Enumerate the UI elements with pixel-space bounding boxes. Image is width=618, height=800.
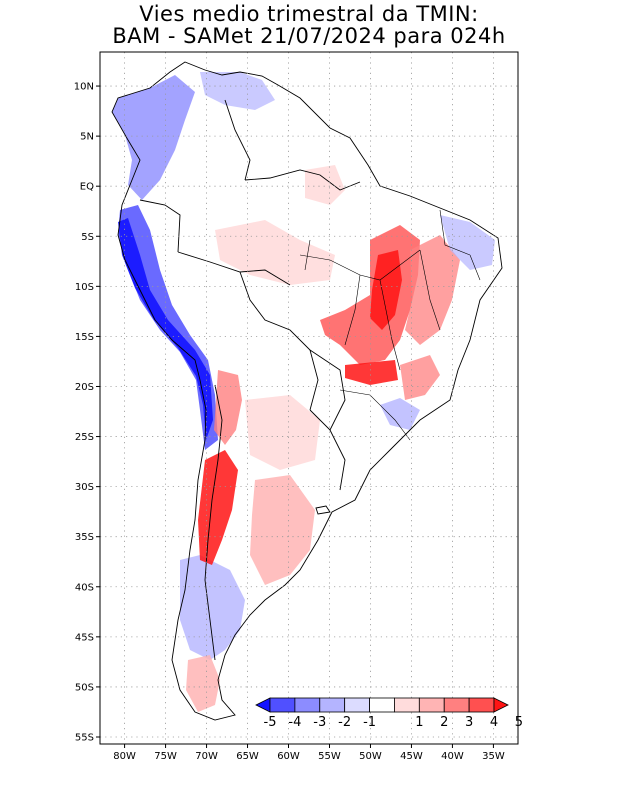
colorbar-label: 1 bbox=[415, 715, 423, 730]
map-title-line-2: BAM - SAMet 21/07/2024 para 024h bbox=[112, 24, 506, 48]
lon-label: 65W bbox=[236, 751, 259, 762]
border-chile-argentina bbox=[204, 384, 223, 661]
colorbar-label: -3 bbox=[313, 715, 326, 730]
lat-label: 20S bbox=[75, 382, 94, 393]
colorbar-swatch bbox=[344, 697, 370, 713]
colorbar-arrow-low bbox=[255, 697, 271, 713]
map-frame bbox=[99, 51, 519, 745]
bias-field bbox=[112, 62, 502, 720]
colorbar-label: -2 bbox=[338, 715, 351, 730]
colorbar-swatch bbox=[369, 697, 395, 713]
colorbar-swatch bbox=[443, 697, 470, 713]
colorbar-swatch bbox=[418, 697, 445, 713]
tierra-del-fuego-warm bbox=[186, 655, 220, 712]
northern-andes-cold-bias bbox=[112, 75, 195, 200]
colorbar-swatch bbox=[269, 697, 296, 713]
lon-label: 70W bbox=[195, 751, 218, 762]
northeast-brazil-cold bbox=[440, 215, 495, 270]
border-argentina-uruguay bbox=[329, 429, 346, 491]
border-colombia-venezuela bbox=[224, 99, 251, 181]
colorbar-swatch bbox=[468, 697, 495, 713]
coast-deep-cold bbox=[118, 218, 213, 440]
coastlines-borders bbox=[111, 61, 503, 721]
lat-label: 10S bbox=[75, 282, 94, 293]
argentina-light-warm bbox=[245, 395, 320, 470]
colorbar-label: 3 bbox=[465, 715, 473, 730]
east-brazil-warm-bias bbox=[405, 235, 460, 345]
south-america-landmass bbox=[112, 62, 502, 720]
lon-label: 35W bbox=[482, 751, 505, 762]
central-brazil-strong-warm bbox=[370, 250, 402, 330]
lat-label: 30S bbox=[75, 482, 94, 493]
colorbar-arrow-high bbox=[493, 697, 509, 713]
colorbar-swatch bbox=[394, 697, 420, 713]
colorbar-swatch bbox=[294, 697, 321, 713]
colorbar-label: -5 bbox=[264, 715, 277, 730]
map-title-line-1: Vies medio trimestral da TMIN: bbox=[139, 2, 479, 26]
north-amazon-warm bbox=[305, 165, 345, 205]
east-coast-cold bbox=[380, 398, 420, 430]
border-paraguay bbox=[309, 349, 346, 431]
lat-label: 40S bbox=[75, 582, 94, 593]
lat-label: 50S bbox=[75, 682, 94, 693]
colorbar-label: 2 bbox=[440, 715, 448, 730]
colorbar-swatch bbox=[319, 697, 346, 713]
lat-label: 35S bbox=[75, 532, 94, 543]
lat-label: 15S bbox=[75, 332, 94, 343]
lat-label: 25S bbox=[75, 432, 94, 443]
border-ecuador bbox=[139, 199, 181, 253]
lat-label: 45S bbox=[75, 632, 94, 643]
border-brazil-north bbox=[244, 169, 361, 191]
lat-label: 5N bbox=[80, 132, 94, 143]
lon-label: 45W bbox=[400, 751, 423, 762]
lat-label: 10N bbox=[74, 82, 94, 93]
colorbar: -5 -4 -3 -2 -1 1 2 3 4 5 bbox=[255, 697, 523, 730]
lon-label: 80W bbox=[113, 751, 136, 762]
colorbar-label: 4 bbox=[490, 715, 498, 730]
lat-label: 55S bbox=[75, 732, 94, 743]
brazil-states bbox=[299, 209, 481, 441]
argentina-warm-bias bbox=[250, 475, 315, 585]
lon-label: 75W bbox=[154, 751, 177, 762]
colorbar-label: -4 bbox=[288, 715, 301, 730]
lon-label: 50W bbox=[359, 751, 382, 762]
axis-ticks: 10N 5N EQ 5S 10S 15S 20S 25S 30S 35S 40S 45S 50S 55S 8… bbox=[74, 82, 505, 762]
colorbar-label: -1 bbox=[363, 715, 376, 730]
patagonia-cold-bias bbox=[180, 555, 245, 660]
graticule bbox=[100, 52, 518, 744]
lat-label: 5S bbox=[81, 232, 94, 243]
coastline bbox=[111, 61, 503, 721]
lon-label: 60W bbox=[277, 751, 300, 762]
mato-grosso-warm bbox=[345, 360, 398, 385]
lon-label: 55W bbox=[318, 751, 341, 762]
lat-label: EQ bbox=[80, 182, 94, 193]
southeast-brazil-warm bbox=[400, 355, 440, 400]
caribbean-coast-cold bbox=[200, 72, 275, 110]
falklands bbox=[315, 505, 331, 515]
colorbar-label: 5 bbox=[515, 715, 523, 730]
lon-label: 40W bbox=[441, 751, 464, 762]
border-bolivia bbox=[239, 271, 319, 411]
